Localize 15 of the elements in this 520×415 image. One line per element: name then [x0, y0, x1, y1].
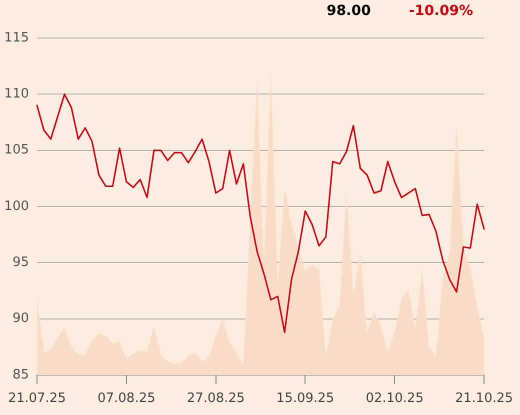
y-tick-label: 100: [4, 198, 29, 214]
x-tick-label: 02.10.25: [366, 391, 424, 406]
y-tick-label: 85: [12, 367, 29, 382]
x-tick-label: 27.08.25: [186, 391, 245, 406]
x-tick-label: 21.10.25: [455, 391, 513, 406]
x-tick-label: 15.09.25: [276, 391, 334, 406]
x-tick-label: 07.08.25: [97, 391, 156, 406]
y-tick-label: 95: [12, 255, 29, 270]
y-tick-label: 115: [4, 30, 29, 46]
x-tick-label: 21.07.25: [8, 391, 66, 406]
y-tick-label: 105: [4, 142, 29, 158]
y-tick-label: 110: [4, 86, 29, 102]
y-tick-label: 90: [12, 311, 29, 326]
text: 98.00: [326, 2, 371, 20]
text: -10.09%: [408, 2, 473, 20]
